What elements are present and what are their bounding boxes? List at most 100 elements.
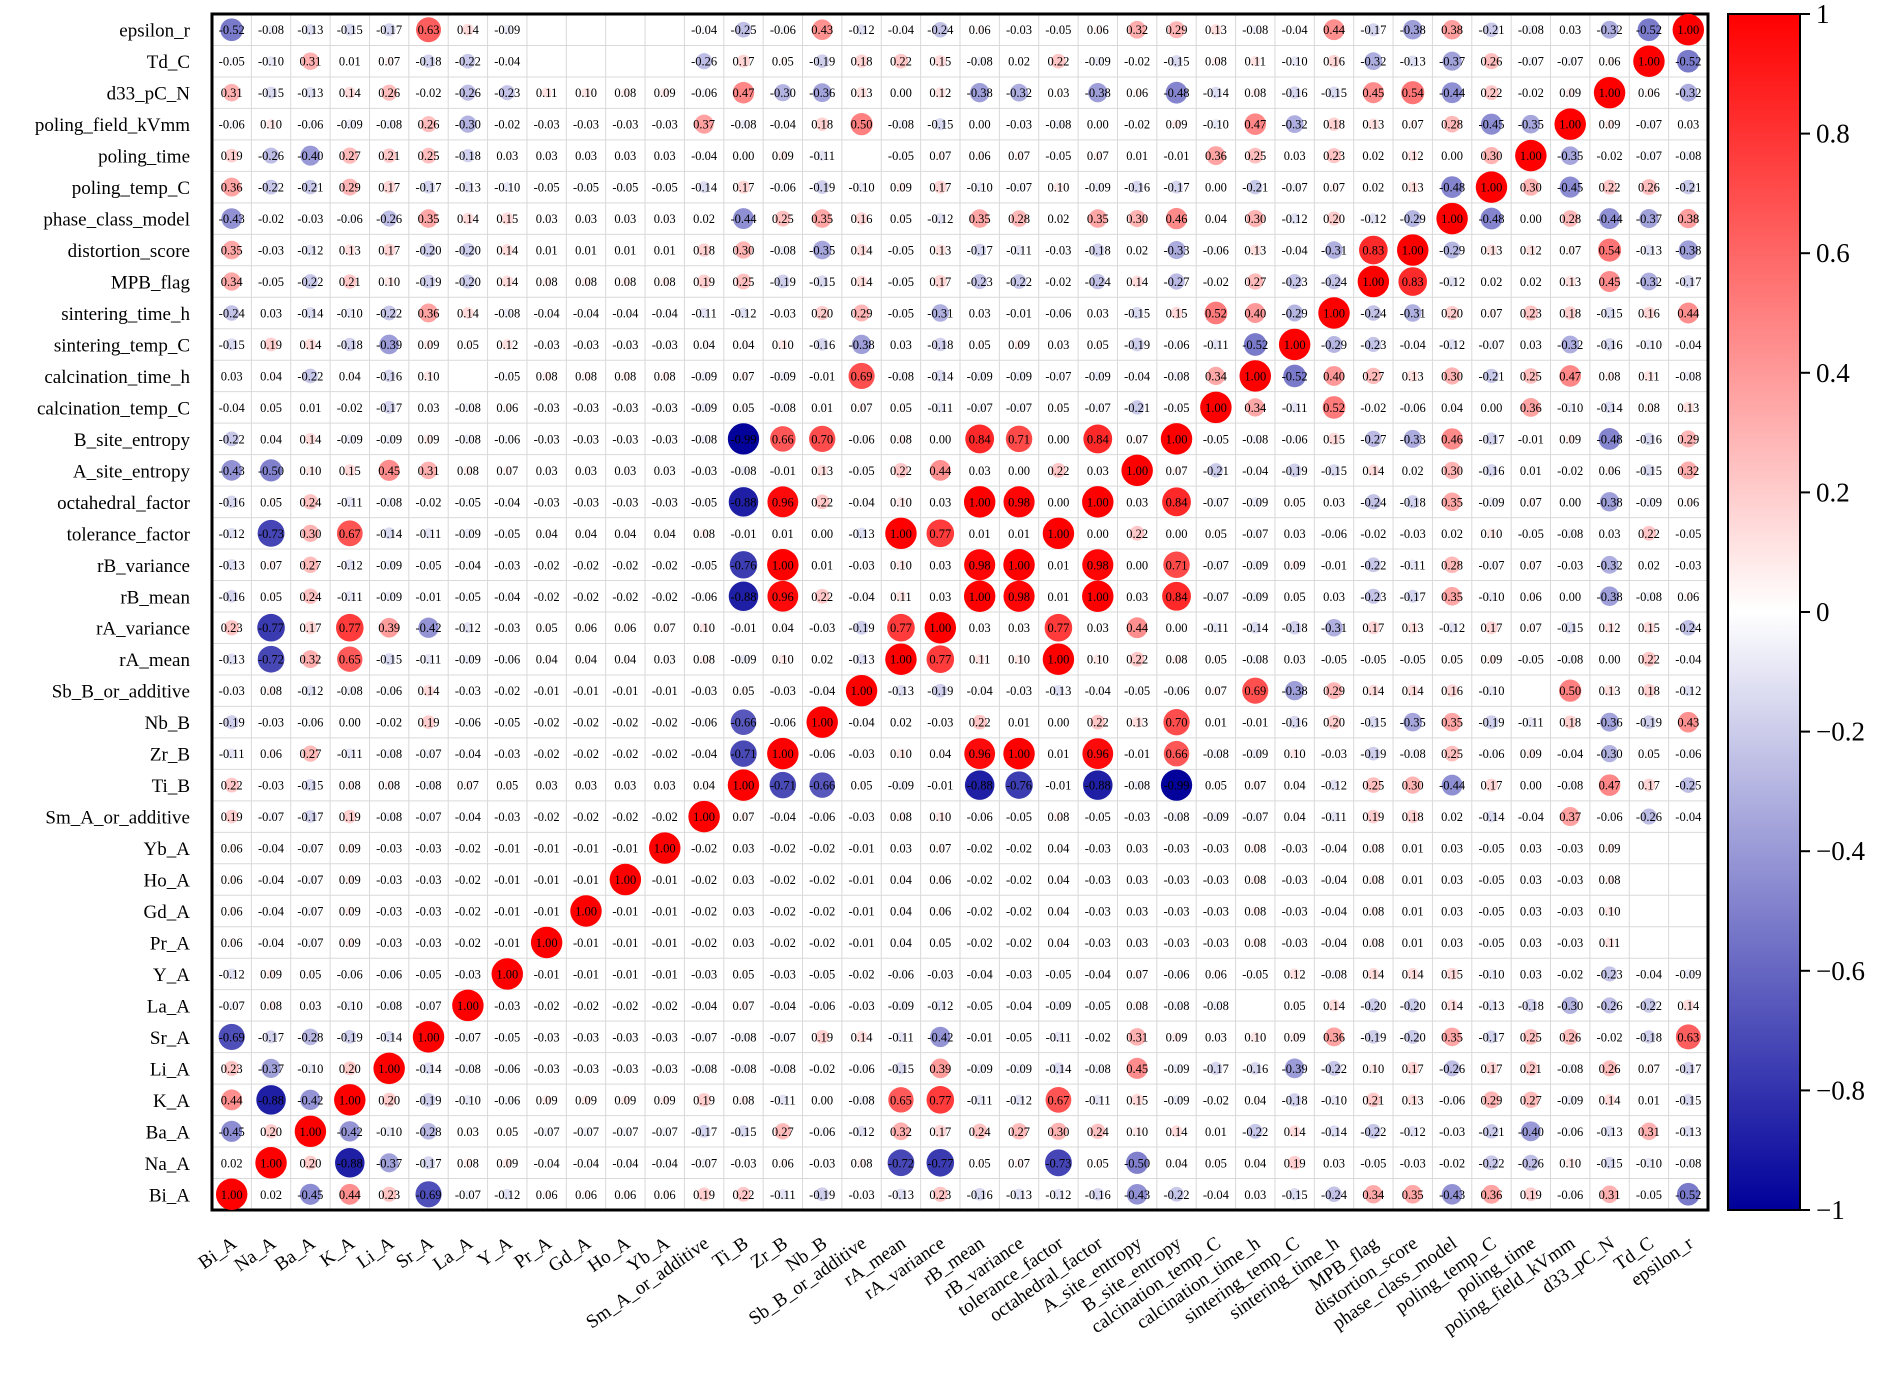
cell-circle	[811, 19, 833, 41]
cell-circle	[1165, 207, 1188, 230]
cell-value: -0.11	[1518, 716, 1544, 730]
col-label: Sr_A	[392, 1233, 437, 1273]
cell-value: -0.11	[809, 149, 835, 163]
cell-value: 0.02	[1638, 558, 1660, 572]
cell-value: 0.03	[536, 464, 558, 478]
cell-value: 0.21	[1362, 1093, 1384, 1107]
cell-circle	[735, 21, 752, 38]
cell-value: 0.43	[1677, 716, 1699, 730]
cell-value: -0.08	[455, 1062, 481, 1076]
cell-circle	[1003, 486, 1035, 518]
cell-circle	[423, 434, 434, 444]
cell-value: -0.04	[573, 307, 600, 321]
cell-circle	[662, 467, 668, 474]
cell-value: 0.29	[851, 307, 873, 321]
cell-value: 0.13	[929, 244, 951, 258]
cell-value: 0.02	[811, 653, 833, 667]
cell-value: -0.13	[1045, 684, 1071, 698]
cell-value: -0.03	[573, 118, 599, 132]
cell-circle	[937, 499, 944, 505]
cell-value: -0.08	[1242, 432, 1268, 446]
cell-value: -0.05	[1045, 967, 1071, 981]
cell-circle	[1017, 311, 1021, 315]
cell-value: -0.13	[849, 527, 875, 541]
cell-circle	[541, 87, 552, 98]
cell-value: -0.32	[1675, 86, 1701, 100]
colorbar-tick-label: 0.2	[1816, 477, 1850, 507]
cell-value: -0.38	[1085, 86, 1111, 100]
cell-value: -0.07	[297, 905, 323, 919]
cell-circle	[306, 120, 315, 129]
cell-value: -0.02	[534, 558, 560, 572]
cell-value: 0.05	[890, 212, 912, 226]
cell-value: -0.08	[1321, 967, 1347, 981]
cell-value: -0.16	[1242, 1062, 1268, 1076]
cell-value: 0.00	[1087, 527, 1109, 541]
cell-value: -0.05	[967, 999, 993, 1013]
cell-value: -0.17	[1478, 432, 1504, 446]
cell-value: -0.26	[1636, 810, 1662, 824]
cell-circle	[816, 150, 828, 161]
cell-value: 0.26	[1559, 1030, 1581, 1044]
cell-value: 0.67	[1047, 1093, 1069, 1107]
cell-value: 0.01	[1402, 936, 1424, 950]
cell-value: -0.06	[770, 23, 796, 37]
cell-value: -0.06	[1282, 432, 1308, 446]
cell-value: 1.00	[1047, 527, 1069, 541]
cell-value: 0.08	[614, 275, 636, 289]
cell-value: 0.03	[1284, 653, 1306, 667]
cell-value: 0.47	[1599, 779, 1621, 793]
cell-value: 0.23	[221, 621, 243, 635]
cell-circle	[1055, 341, 1062, 348]
cell-circle	[382, 23, 396, 37]
cell-circle	[257, 613, 285, 642]
cell-value: -0.03	[1282, 905, 1308, 919]
cell-value: -0.03	[573, 1030, 599, 1044]
cell-value: -0.01	[612, 936, 638, 950]
cell-value: -0.02	[652, 590, 678, 604]
cell-circle	[1289, 56, 1300, 67]
cell-value: 0.07	[929, 149, 951, 163]
cell-circle	[459, 84, 476, 101]
cell-circle	[854, 620, 869, 635]
cell-circle	[1206, 366, 1226, 386]
cell-value: -0.22	[1360, 1125, 1386, 1139]
cell-value: 1.00	[929, 621, 951, 635]
cell-value: 0.07	[1559, 244, 1581, 258]
cell-value: -0.24	[1360, 307, 1387, 321]
cell-value: 0.01	[811, 401, 833, 415]
cell-value: 0.03	[1126, 873, 1148, 887]
cell-value: -0.02	[534, 999, 560, 1013]
cell-circle	[900, 92, 902, 94]
cell-value: -0.18	[1085, 244, 1111, 258]
cell-value: 0.13	[1244, 244, 1266, 258]
cell-value: 0.24	[299, 495, 322, 509]
cell-circle	[622, 530, 629, 537]
cell-value: 1.00	[1047, 653, 1069, 667]
cell-value: 0.06	[575, 1188, 597, 1202]
colorbar-tick-label: −0.2	[1816, 717, 1865, 747]
cell-value: 0.08	[1244, 905, 1266, 919]
cell-value: 0.14	[1126, 275, 1149, 289]
cell-value: 1.00	[260, 1156, 282, 1170]
cell-value: -0.03	[1203, 873, 1229, 887]
row-label: Ho_A	[144, 871, 191, 892]
cell-value: -0.04	[1321, 905, 1348, 919]
cell-circle	[1326, 273, 1342, 290]
cell-value: -0.05	[1360, 1156, 1386, 1170]
cell-circle	[1565, 528, 1575, 538]
cell-value: -0.02	[455, 873, 481, 887]
cell-value: 0.10	[929, 810, 951, 824]
row-label: MPB_flag	[111, 273, 191, 294]
cell-circle	[767, 486, 799, 518]
cell-circle	[1211, 560, 1221, 569]
cell-value: -0.14	[1597, 401, 1624, 415]
cell-value: -0.18	[1518, 999, 1544, 1013]
cell-value: 0.30	[1441, 369, 1463, 383]
cell-value: -0.03	[1164, 936, 1190, 950]
cell-value: 0.08	[575, 369, 597, 383]
cell-value: -0.23	[1360, 338, 1386, 352]
cell-value: -0.32	[1597, 558, 1623, 572]
row-label: Ti_B	[152, 776, 190, 797]
cell-value: 0.03	[575, 464, 597, 478]
